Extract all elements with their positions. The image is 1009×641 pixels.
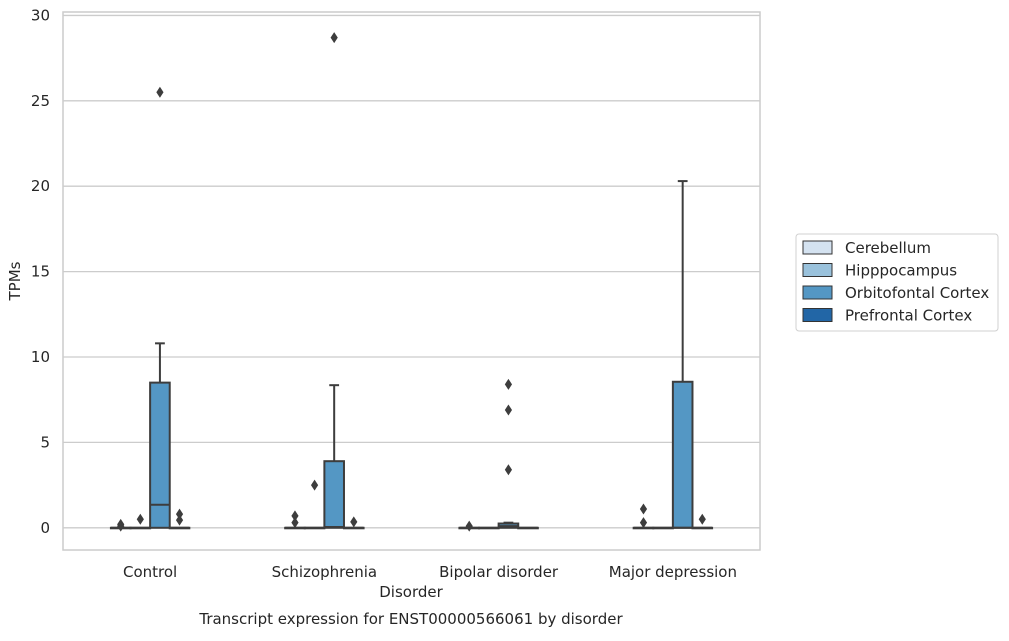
outlier-point [639,517,648,529]
outlier-point [504,464,513,476]
box-body [323,460,345,529]
legend-swatch [802,285,833,300]
box-cerebellum [109,518,132,532]
legend-swatch [802,240,833,255]
box-hipppocampus [652,526,674,530]
box-body [149,381,171,529]
box-cerebellum [632,503,655,530]
outlier-point [504,404,513,416]
outlier-point [175,508,184,520]
legend-frame [795,233,999,332]
outlier-point [156,86,164,98]
y-tick-label: 15 [31,263,50,281]
y-tick-label: 10 [31,348,50,366]
y-tick-labels: 0 5 10 15 20 25 30 [31,6,50,536]
x-axis-label: Disorder [379,583,443,601]
box-hipppocampus [478,526,500,530]
y-tick-label: 25 [31,92,50,110]
legend-label: Cerebellum [845,239,931,257]
outlier-point [465,520,473,532]
box-hipppocampus [303,479,326,530]
x-tick-label: Major depression [609,563,737,581]
chart-caption: Transcript expression for ENST0000056606… [198,610,623,628]
x-tick-labels: Control Schizophrenia Bipolar disorder Majo… [123,563,737,581]
plot-frame [62,11,761,551]
x-tick-label: Control [123,563,177,581]
box-prefrontal-cortex [517,526,539,530]
y-tick-label: 5 [40,433,50,451]
box-hipppocampus [129,513,152,530]
outlier-point [639,503,648,515]
box-orbitofontal-cortex [323,32,345,529]
outlier-point [504,378,513,390]
box-orbitofontal-cortex [671,180,694,529]
box-prefrontal-cortex [342,516,365,530]
box-prefrontal-cortex [691,513,714,530]
outlier-point [175,514,184,526]
box-body [671,380,694,529]
outlier-point [330,32,338,44]
outlier-point [291,510,299,522]
outlier-point [310,479,319,491]
box-cerebellum [458,520,481,532]
box-orbitofontal-cortex [149,86,171,529]
outlier-point [136,513,144,525]
box-orbitofontal-cortex [497,378,520,529]
legend-label: Hipppocampus [845,262,957,280]
outlier-point [117,520,125,532]
y-axis-label: TPMs [6,261,24,301]
legend-label: Prefrontal Cortex [845,307,972,325]
legend-label: Orbitofontal Cortex [845,284,989,302]
y-tick-label: 30 [31,6,50,24]
outlier-point [291,517,299,529]
box-prefrontal-cortex [168,508,191,530]
boxes [109,32,714,532]
legend: Cerebellum Hipppocampus Orbitofontal Corte… [795,233,999,332]
y-tick-label: 20 [31,177,50,195]
outlier-point [350,516,358,528]
legend-swatch [802,308,833,322]
gridlines [63,14,760,529]
x-tick-label: Bipolar disorder [439,563,559,581]
outlier-point [698,513,706,525]
y-tick-label: 0 [40,519,50,537]
x-tick-label: Schizophrenia [272,563,377,581]
legend-swatch [802,263,833,277]
box-cerebellum [284,510,306,530]
